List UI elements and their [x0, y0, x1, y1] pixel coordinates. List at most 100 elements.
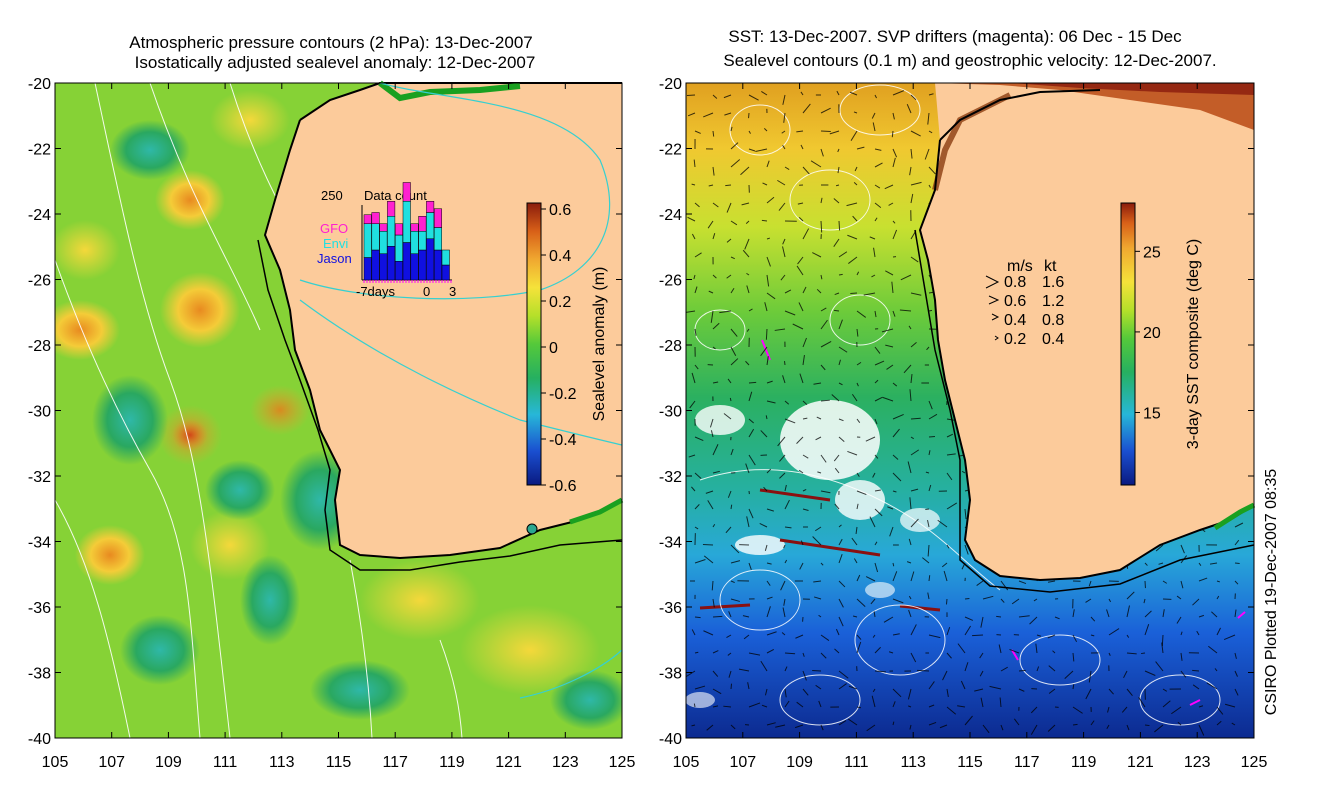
inset-bar-gfo — [402, 182, 411, 202]
inset-bar-envi — [433, 227, 442, 251]
velocity-vector — [1176, 595, 1182, 600]
velocity-vector — [742, 249, 750, 258]
velocity-vector — [813, 596, 822, 600]
velocity-vector — [980, 616, 984, 628]
velocity-vector — [1108, 652, 1111, 656]
velocity-vector — [891, 130, 894, 138]
velocity-vector — [838, 436, 845, 442]
velocity-vector — [946, 472, 953, 481]
inset-bar-gfo — [387, 201, 396, 217]
sst-cb-tick-label: 25 — [1143, 244, 1161, 261]
velocity-vector — [928, 400, 933, 410]
right-lat-tick-label: -28 — [659, 338, 682, 355]
inset-x-zero: 0 — [423, 284, 430, 299]
velocity-vector — [925, 471, 930, 474]
velocity-vector — [766, 562, 772, 565]
velocity-vector — [748, 562, 752, 570]
velocity-vector — [899, 309, 912, 312]
velocity-vector — [909, 724, 912, 730]
velocity-vector — [766, 292, 776, 300]
right-colorbar: 25 20 15 3-day SST composite (deg C) — [1120, 202, 1202, 486]
velocity-vector — [818, 700, 822, 708]
velocity-vector — [874, 562, 879, 573]
velocity-vector — [1180, 580, 1184, 589]
velocity-vector — [1234, 562, 1240, 565]
inset-bar-jason — [418, 249, 427, 281]
velocity-vector — [1126, 688, 1133, 697]
velocity-vector — [744, 238, 750, 250]
velocity-vector — [730, 448, 734, 456]
velocity-vector — [835, 628, 840, 636]
velocity-vector — [834, 503, 840, 510]
velocity-vector — [723, 413, 732, 420]
velocity-vector — [765, 415, 768, 420]
velocity-vector — [820, 724, 824, 731]
velocity-vector — [982, 595, 994, 600]
velocity-vector — [909, 389, 912, 402]
velocity-vector — [855, 526, 858, 535]
velocity-vector — [856, 271, 860, 276]
velocity-vector — [820, 319, 828, 330]
velocity-vector — [760, 660, 768, 672]
velocity-vector — [703, 555, 714, 564]
velocity-vector — [688, 454, 696, 458]
velocity-vector — [726, 634, 732, 638]
velocity-vector — [748, 508, 754, 519]
left-lat-tick-label: -34 — [28, 535, 51, 552]
velocity-vector — [892, 157, 896, 168]
credit-text: CSIRO Plotted 19-Dec-2007 08:35 — [1263, 469, 1280, 715]
sla-cb-tick-label: 0.6 — [549, 202, 571, 219]
velocity-vector — [838, 382, 843, 386]
velocity-vector — [964, 544, 969, 555]
velocity-vector — [865, 576, 876, 582]
vel-legend-header-kt: kt — [1044, 258, 1057, 275]
velocity-vector — [813, 382, 822, 385]
velocity-vector — [815, 684, 822, 690]
velocity-vector — [730, 560, 741, 564]
velocity-vector — [802, 337, 807, 348]
velocity-vector — [1030, 706, 1038, 714]
velocity-vector — [712, 670, 719, 677]
velocity-vector — [1161, 634, 1164, 646]
velocity-vector — [884, 184, 894, 190]
inset-bar-envi — [418, 231, 427, 251]
inset-bar-jason — [433, 249, 442, 281]
velocity-vector — [964, 662, 969, 672]
velocity-vector — [838, 683, 847, 690]
velocity-vector — [928, 681, 935, 690]
velocity-vector — [1192, 669, 1200, 672]
velocity-vector — [738, 668, 750, 672]
velocity-vector — [820, 399, 830, 402]
left-lat-tick-label: -36 — [28, 600, 51, 617]
velocity-vector — [903, 364, 912, 374]
velocity-vector — [766, 400, 776, 404]
velocity-vector — [838, 538, 843, 546]
velocity-vector — [892, 490, 897, 493]
right-lat-tick-label: -38 — [659, 666, 682, 683]
velocity-vector — [712, 130, 715, 137]
velocity-vector — [889, 526, 894, 537]
velocity-vector — [856, 146, 865, 150]
velocity-vector — [837, 166, 840, 174]
velocity-vector — [727, 490, 732, 498]
velocity-vector — [874, 454, 879, 459]
velocity-vector — [1192, 684, 1200, 690]
inset-title: Data count — [364, 188, 427, 203]
velocity-vector — [820, 274, 823, 280]
right-lat-tick-label: -36 — [659, 600, 682, 617]
velocity-vector — [1126, 591, 1135, 600]
velocity-vector — [885, 270, 894, 276]
velocity-vector — [942, 670, 948, 681]
velocity-vector — [1234, 609, 1237, 618]
vel-row1-ms: 0.8 — [1004, 274, 1026, 291]
velocity-vector — [813, 580, 822, 583]
right-lat-tick-label: -24 — [659, 207, 682, 224]
velocity-vector — [796, 701, 804, 708]
right-lon-tick-label: 107 — [729, 754, 756, 771]
velocity-vector — [796, 265, 804, 276]
velocity-vector — [691, 372, 696, 384]
velocity-vector — [835, 184, 840, 187]
velocity-vector — [1054, 616, 1060, 620]
velocity-vector — [910, 449, 920, 456]
velocity-vector — [1162, 688, 1168, 692]
